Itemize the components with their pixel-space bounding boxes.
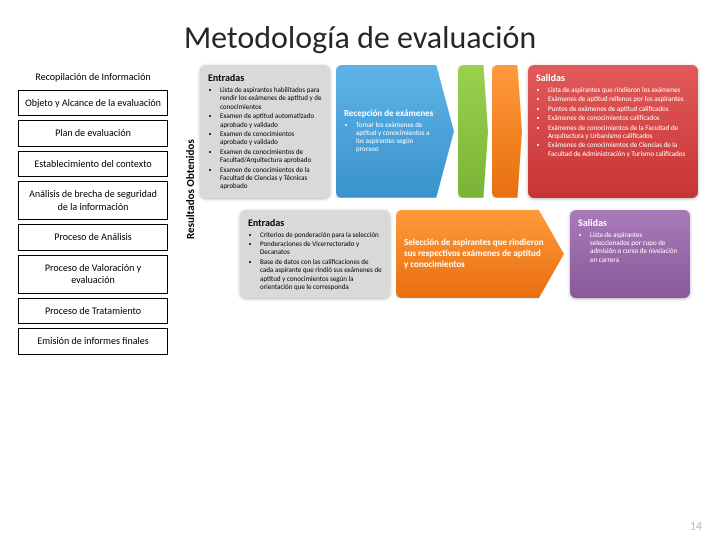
- left-item: Proceso de Valoración y evaluación: [18, 255, 168, 294]
- left-item: Establecimiento del contexto: [18, 151, 168, 178]
- panel-item: Criterios de ponderación para la selecci…: [260, 231, 382, 239]
- panel-item: Examen de conocimientos de Facultad/Arqu…: [220, 148, 322, 165]
- entradas-panel-2: Entradas Criterios de ponderación para l…: [240, 210, 390, 299]
- panel-item: Ponderaciones de Vicerrectorado y Decana…: [260, 240, 382, 257]
- panel-heading: Salidas: [578, 216, 682, 229]
- panel-heading: Salidas: [536, 71, 690, 84]
- panel-heading: Recepción de exámenes: [344, 108, 436, 119]
- panel-item: Lista de aspirantes seleccionados por cu…: [590, 231, 682, 265]
- salidas-panel-2: Salidas Lista de aspirantes seleccionado…: [570, 210, 690, 299]
- left-item: Proceso de Análisis: [18, 224, 168, 251]
- panel-item: Puntos de exámenes de aptitud calificado…: [548, 105, 690, 113]
- seleccion-panel: Selección de aspirantes que rindieron su…: [396, 210, 564, 299]
- panel-item: Exámenes de conocimientos calificados: [548, 114, 690, 122]
- salidas-panel-1: Salidas Lista de aspirantes que rindiero…: [528, 65, 698, 198]
- panel-item: Lista de aspirantes habilitados para ren…: [220, 86, 322, 111]
- panel-heading: Entradas: [208, 71, 322, 84]
- panel-item: Examen de conocimientos aprobado y valid…: [220, 130, 322, 147]
- panel-heading: Selección de aspirantes que rindieron su…: [404, 237, 546, 270]
- left-column: Recopilación de Información Objeto y Alc…: [18, 65, 168, 359]
- process-row-2: Entradas Criterios de ponderación para l…: [240, 210, 702, 299]
- left-item: Proceso de Tratamiento: [18, 298, 168, 325]
- green-arrow-icon: [458, 65, 488, 198]
- left-item: Análisis de brecha de seguridad de la in…: [18, 181, 168, 220]
- page-title: Metodología de evaluación: [0, 0, 720, 65]
- panel-heading: Entradas: [248, 216, 382, 229]
- panel-item: Exámenes de conocimientos de Ciencias de…: [548, 141, 690, 158]
- panel-item: Lista de aspirantes que rindieron los ex…: [548, 86, 690, 94]
- left-item: Emisión de informes finales: [18, 328, 168, 355]
- left-item: Objeto y Alcance de la evaluación: [18, 90, 168, 117]
- orange-arrow-icon: [492, 65, 522, 198]
- page-number: 14: [690, 520, 702, 534]
- panel-item: Exámenes de aptitud rellenos por los asp…: [548, 95, 690, 103]
- panel-item: Base de datos con las calificaciones de …: [260, 258, 382, 292]
- panel-item: Exámenes de conocimientos de la Facultad…: [548, 124, 690, 141]
- left-header: Recopilación de Información: [18, 65, 168, 86]
- panel-item: Examen de conocimientos de la Facultad d…: [220, 166, 322, 191]
- rotated-label: Resultados Obtenidos: [184, 139, 197, 239]
- panel-item: Tomar los exámenes de aptitud y conocimi…: [356, 121, 436, 153]
- panel-item: Examen de aptitud automatizado aprobado …: [220, 112, 322, 129]
- entradas-panel-1: Entradas Lista de aspirantes habilitados…: [200, 65, 330, 198]
- diagram-area: Resultados Obtenidos Entradas Lista de a…: [178, 65, 702, 359]
- content-area: Recopilación de Información Objeto y Alc…: [0, 65, 720, 359]
- revision-panel: Recepción de exámenes Tomar los exámenes…: [336, 65, 454, 198]
- process-row-1: Entradas Lista de aspirantes habilitados…: [200, 65, 702, 198]
- left-item: Plan de evaluación: [18, 120, 168, 147]
